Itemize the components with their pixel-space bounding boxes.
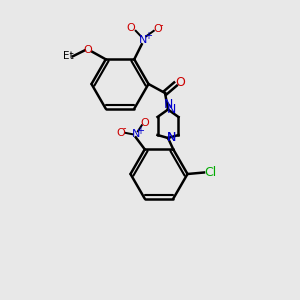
Text: +: + xyxy=(136,126,144,136)
Text: O: O xyxy=(116,128,125,138)
Text: Cl: Cl xyxy=(204,166,216,179)
Text: Et: Et xyxy=(63,51,74,61)
Text: N: N xyxy=(139,35,147,45)
Text: N: N xyxy=(167,103,176,116)
Text: N: N xyxy=(132,129,140,139)
Text: +: + xyxy=(144,31,152,41)
Text: N: N xyxy=(167,131,176,145)
Text: -: - xyxy=(123,123,126,133)
Text: O: O xyxy=(175,76,185,89)
Text: O: O xyxy=(153,24,162,34)
Text: O: O xyxy=(83,45,92,55)
Text: N: N xyxy=(163,98,173,112)
Text: O: O xyxy=(140,118,149,128)
Text: O: O xyxy=(127,23,136,33)
Text: N: N xyxy=(167,131,176,145)
Text: -: - xyxy=(159,20,163,30)
